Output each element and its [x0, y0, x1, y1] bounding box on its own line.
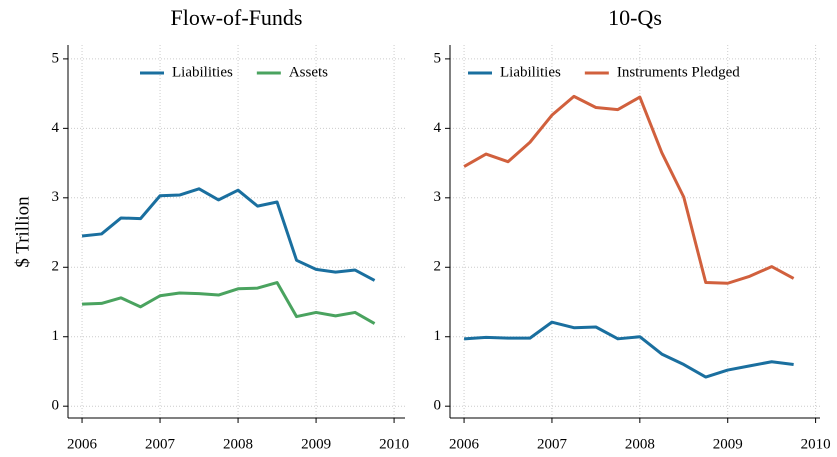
y-tick-label: 0 [434, 398, 442, 414]
legend-label: Liabilities [172, 64, 233, 80]
y-axis-label: $ Trillion [12, 196, 33, 268]
x-tick-label: 2010 [379, 436, 409, 452]
chart-title: 10-Qs [608, 5, 662, 30]
line-series [463, 320, 794, 379]
x-tick-label: 2009 [713, 436, 743, 452]
y-tick-label: 3 [52, 189, 60, 205]
chart-title: Flow-of-Funds [170, 5, 302, 30]
y-tick-label: 5 [52, 50, 60, 66]
y-tick-label: 3 [434, 189, 442, 205]
line-series [81, 281, 376, 325]
y-tick-label: 1 [52, 328, 60, 344]
x-tick-label: 2010 [801, 436, 831, 452]
y-tick-label: 4 [434, 120, 442, 136]
y-tick-label: 5 [434, 50, 442, 66]
y-tick-label: 1 [434, 328, 442, 344]
x-tick-label: 2008 [625, 436, 655, 452]
x-tick-label: 2008 [223, 436, 253, 452]
legend-label: Assets [289, 64, 328, 80]
legend-label: Liabilities [500, 64, 561, 80]
line-series [81, 187, 376, 282]
x-tick-label: 2009 [301, 436, 331, 452]
y-tick-label: 2 [434, 259, 442, 275]
x-tick-label: 2007 [145, 436, 176, 452]
line-series [463, 94, 795, 285]
y-tick-label: 2 [52, 259, 60, 275]
x-tick-label: 2007 [537, 436, 568, 452]
y-tick-label: 4 [52, 120, 60, 136]
x-tick-label: 2006 [449, 436, 480, 452]
x-tick-label: 2006 [67, 436, 98, 452]
legend-label: Instruments Pledged [617, 64, 740, 80]
y-tick-label: 0 [52, 398, 60, 414]
